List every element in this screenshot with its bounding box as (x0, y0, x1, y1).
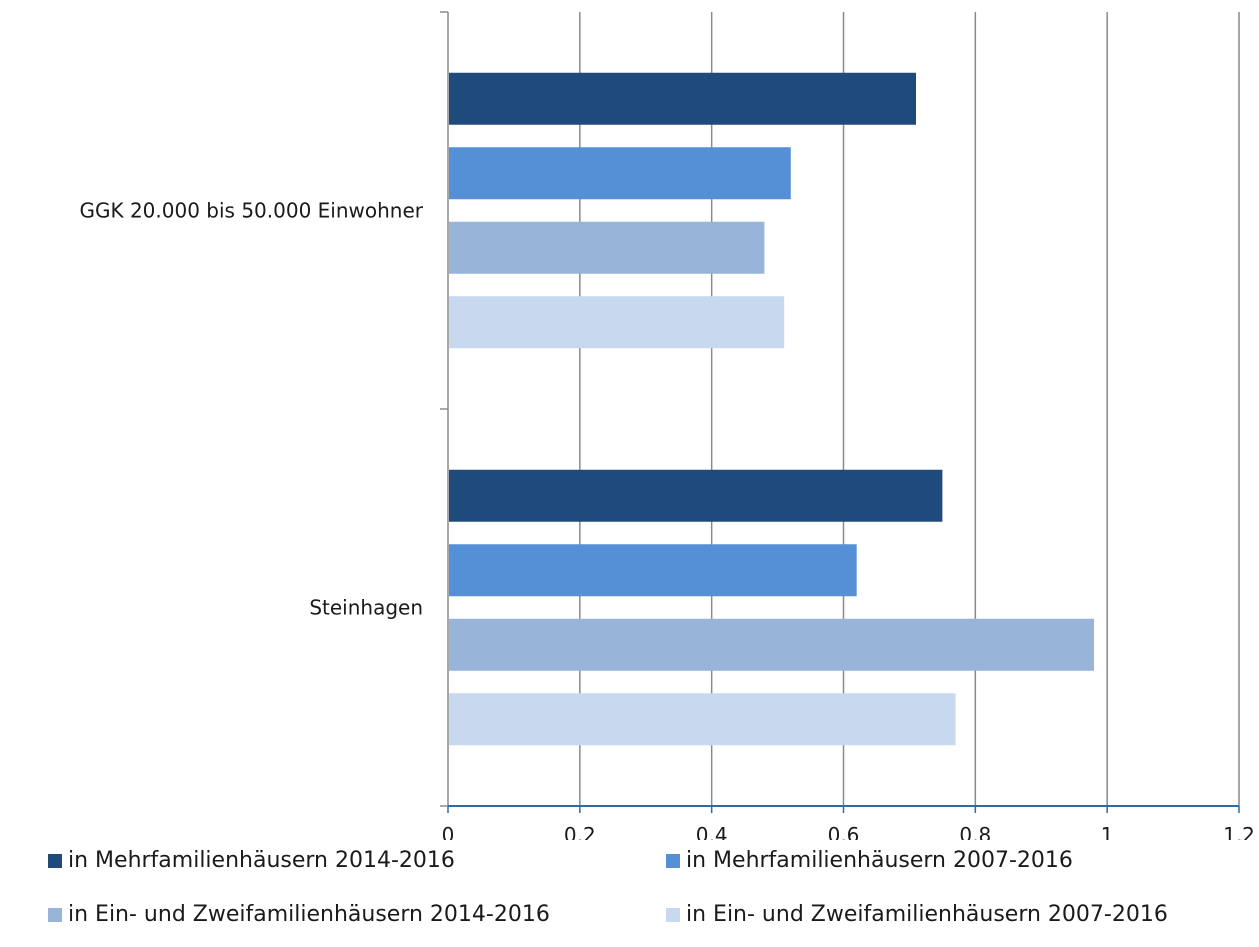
x-tick-label: 0,4 (696, 823, 728, 840)
bars (449, 72, 1094, 746)
legend: in Mehrfamilienhäusern 2014-2016 in Mehr… (0, 848, 1259, 947)
bar (449, 693, 956, 746)
category-label: Steinhagen (309, 596, 423, 620)
tick-labels: 0 0,2 0,4 0,6 0,8 1 1,2 (442, 823, 1255, 840)
bar-chart: 0 0,2 0,4 0,6 0,8 1 1,2 GGK 20.000 bis 50.000 … (79, 11, 1255, 840)
legend-swatch (48, 853, 62, 868)
legend-item: in Mehrfamilienhäusern 2007-2016 (666, 848, 1073, 873)
legend-swatch (666, 907, 680, 922)
bar (449, 544, 857, 597)
x-tick-label: 0,6 (828, 823, 860, 840)
x-tick-label: 0,2 (564, 823, 596, 840)
legend-swatch (48, 907, 62, 922)
legend-item: in Ein- und Zweifamilienhäusern 2014-201… (48, 902, 550, 927)
legend-item: in Mehrfamilienhäusern 2014-2016 (48, 848, 455, 873)
legend-label: in Ein- und Zweifamilienhäusern 2007-201… (686, 902, 1168, 927)
x-tick-label: 0 (442, 823, 455, 840)
bar (449, 296, 785, 349)
category-label: GGK 20.000 bis 50.000 Einwohner (79, 199, 423, 223)
axes (440, 11, 1240, 813)
legend-swatch (666, 853, 680, 868)
bar (449, 618, 1094, 671)
gridlines (579, 12, 1240, 806)
bar (449, 469, 943, 522)
legend-label: in Mehrfamilienhäusern 2007-2016 (686, 848, 1073, 873)
bar (449, 72, 917, 125)
bar (449, 221, 765, 274)
category-labels: GGK 20.000 bis 50.000 Einwohner Steinhage… (79, 199, 423, 620)
legend-label: in Ein- und Zweifamilienhäusern 2014-201… (68, 902, 550, 927)
legend-item: in Ein- und Zweifamilienhäusern 2007-201… (666, 902, 1168, 927)
legend-label: in Mehrfamilienhäusern 2014-2016 (68, 848, 455, 873)
x-tick-label: 1,2 (1223, 823, 1255, 840)
x-tick-label: 1 (1101, 823, 1114, 840)
x-tick-label: 0,8 (959, 823, 991, 840)
bar (449, 147, 791, 200)
